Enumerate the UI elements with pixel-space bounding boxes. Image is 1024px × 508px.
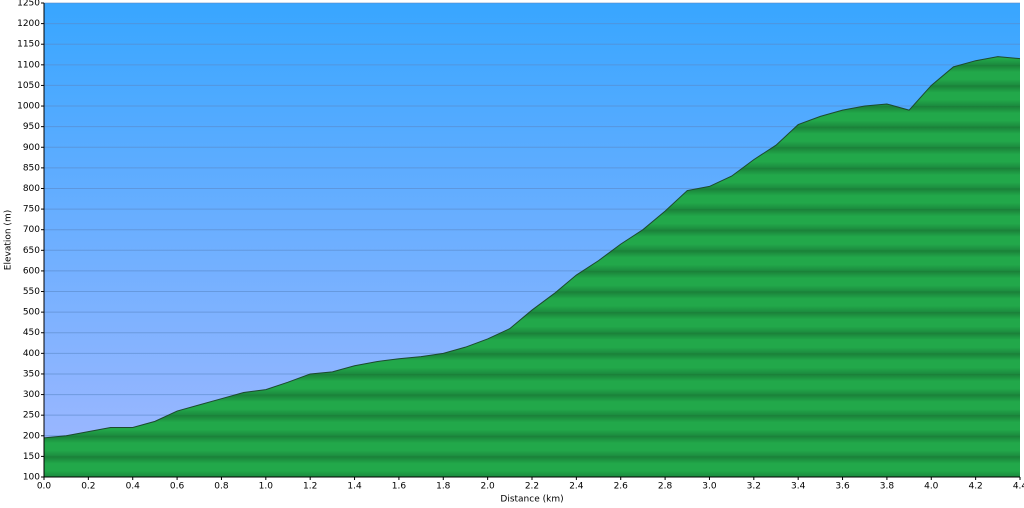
y-tick-label: 1050: [17, 81, 40, 91]
x-tick-label: 0.0: [37, 482, 52, 492]
y-tick-label: 400: [23, 349, 40, 359]
y-tick-label: 250: [23, 411, 40, 421]
y-tick-label: 450: [23, 328, 40, 338]
x-tick-label: 2.6: [614, 482, 629, 492]
x-tick-label: 2.8: [658, 482, 673, 492]
y-tick-label: 1200: [17, 19, 40, 29]
x-tick-label: 2.0: [480, 482, 495, 492]
x-tick-label: 1.2: [303, 482, 317, 492]
x-tick-label: 0.4: [126, 482, 141, 492]
x-tick-label: 4.0: [924, 482, 939, 492]
x-tick-label: 3.6: [835, 482, 850, 492]
y-tick-label: 1250: [17, 0, 40, 9]
x-tick-label: 1.8: [436, 482, 451, 492]
area: [44, 56, 1020, 477]
y-tick-label: 100: [23, 473, 40, 483]
y-tick-label: 800: [23, 184, 40, 194]
area-outline: [43, 56, 1021, 439]
x-tick-label: 0.6: [170, 482, 185, 492]
y-tick-label: 350: [23, 369, 40, 379]
x-tick-label: 4.4: [1013, 482, 1024, 492]
x-tick-label: 2.2: [525, 482, 539, 492]
y-tick-label: 600: [23, 266, 40, 276]
y-tick-label: 700: [23, 225, 40, 235]
y-tick-label: 550: [23, 287, 40, 297]
x-tick-label: 2.4: [569, 482, 584, 492]
y-tick-label: 1000: [17, 102, 40, 112]
x-tick-label: 3.2: [747, 482, 761, 492]
y-tick-label: 950: [23, 122, 40, 132]
y-tick-label: 900: [23, 143, 40, 153]
y-tick-label: 1100: [17, 60, 40, 70]
y-tick-label: 150: [23, 452, 40, 462]
y-tick-label: 750: [23, 205, 40, 215]
x-axis-label: Distance (km): [500, 495, 563, 505]
x-tick-label: 1.6: [392, 482, 407, 492]
x-tick-label: 4.2: [968, 482, 982, 492]
x-tick-label: 0.2: [81, 482, 95, 492]
y-tick-label: 300: [23, 390, 40, 400]
y-tick-label: 1150: [17, 40, 40, 50]
x-tick-label: 1.4: [347, 482, 362, 492]
y-tick-label: 200: [23, 431, 40, 441]
y-axis-label: Elevation (m): [4, 210, 14, 270]
y-tick-label: 650: [23, 246, 40, 256]
x-tick-label: 0.8: [214, 482, 229, 492]
x-tick-label: 3.4: [791, 482, 806, 492]
y-tick-label: 500: [23, 308, 40, 318]
y-tick-label: 850: [23, 163, 40, 173]
x-tick-label: 1.0: [259, 482, 274, 492]
x-tick-label: 3.8: [880, 482, 895, 492]
x-tick-label: 3.0: [702, 482, 717, 492]
